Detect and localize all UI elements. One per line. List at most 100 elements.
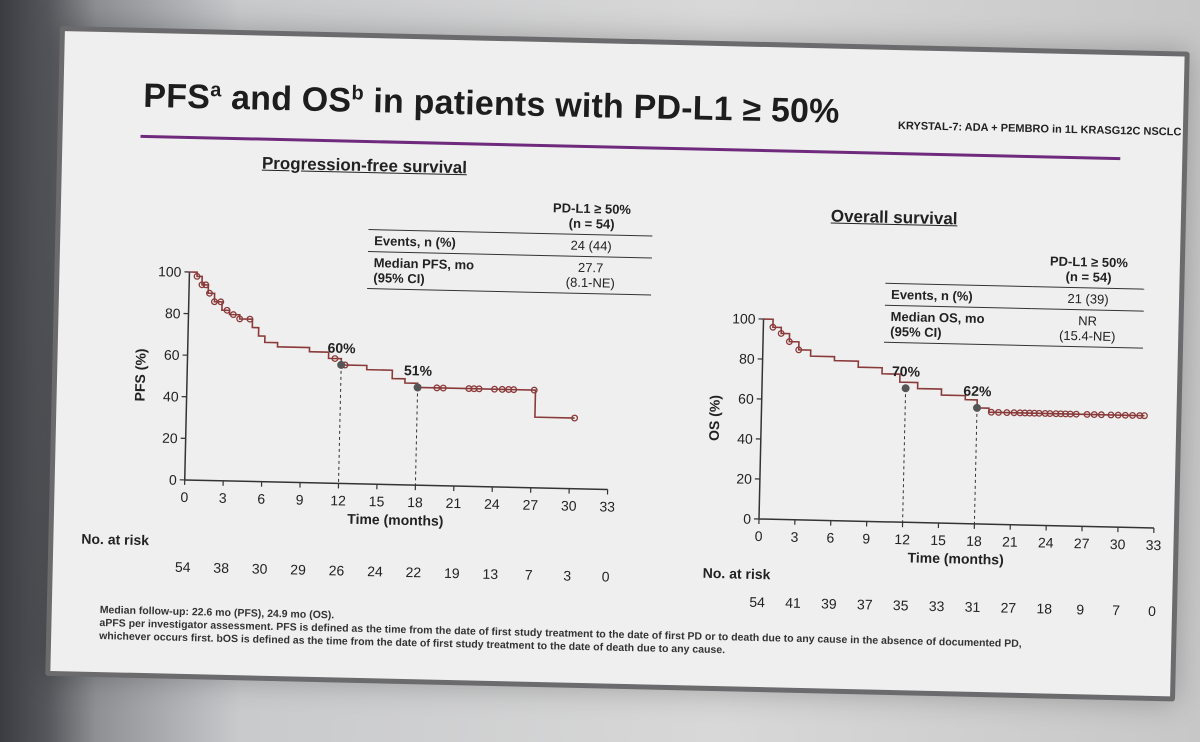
os-stats-header: PD-L1 ≥ 50% (n = 54) (1032, 253, 1145, 289)
os-censor-mark (1041, 410, 1049, 417)
os-censor-mark (1003, 409, 1011, 417)
os-censor-mark (777, 329, 785, 337)
os-censor-mark (1057, 410, 1065, 418)
os-censor-mark (1026, 409, 1034, 417)
os-x-tick-label: 9 (862, 530, 870, 546)
os-x-tick-label: 18 (966, 533, 982, 549)
pfs-header-n: (n = 54) (568, 215, 615, 232)
pfs-censor-mark (246, 315, 254, 323)
pfs-censor-mark (530, 386, 538, 394)
pfs-censor-mark (475, 385, 483, 393)
pfs-at-risk-value: 3 (563, 568, 571, 584)
pfs-censor-mark (236, 315, 244, 323)
os-landmark-line (973, 407, 978, 524)
title-pfs: PFS (143, 76, 211, 117)
os-y-axis-label: OS (%) (706, 395, 723, 441)
os-y-tick-label: 40 (737, 430, 753, 446)
pfs-y-tick-label: 60 (164, 347, 180, 363)
pfs-x-tick-label: 15 (369, 493, 385, 509)
pfs-x-tick-label: 18 (407, 494, 423, 510)
pfs-censor-mark (571, 414, 579, 422)
os-km-chart: 0 20 40 60 80 100 0 3 6 9 12 15 18 21 24 27 30 33 Time (mo… (703, 310, 1162, 619)
title-sup-b: b (351, 82, 365, 105)
os-x-tick-label: 21 (1002, 534, 1018, 550)
os-y-tick-label: 20 (736, 470, 752, 486)
pfs-stats-header: PD-L1 ≥ 50% (n = 54) (530, 200, 653, 236)
pfs-censor-mark (202, 281, 210, 289)
pfs-x-tick-label: 30 (561, 497, 577, 513)
pfs-censor-mark (229, 311, 237, 319)
os-landmark-point (901, 384, 910, 393)
os-censor-mark (987, 408, 995, 416)
pfs-x-axis-label: Time (months) (347, 511, 444, 529)
pfs-at-risk-value: 13 (482, 566, 498, 582)
os-x-tick-label: 30 (1110, 536, 1126, 552)
title-and-os: and OS (221, 78, 352, 120)
os-y-axis (758, 319, 765, 520)
pfs-at-risk-value: 24 (367, 563, 383, 579)
pfs-censor-mark (206, 289, 213, 297)
os-survival-curve (763, 318, 1145, 417)
presentation-slide: PFSa and OSb in patients with PD-L1 ≥ 50… (45, 26, 1190, 702)
pfs-y-axis (183, 271, 191, 480)
os-at-risk-value: 35 (893, 597, 909, 613)
pfs-x-tick-label: 12 (330, 492, 346, 508)
pfs-at-risk-value: 29 (290, 561, 306, 577)
pfs-landmark-line (338, 364, 342, 484)
os-at-risk-value: 27 (1000, 599, 1016, 615)
pfs-censor-mark (433, 384, 441, 392)
os-x-tick-label: 12 (894, 531, 910, 547)
pfs-y-tick-label: 80 (165, 305, 181, 321)
os-at-risk-value: 9 (1076, 601, 1084, 617)
pfs-header-label: PD-L1 ≥ 50% (552, 200, 632, 217)
pfs-at-risk-value: 30 (252, 560, 268, 576)
pfs-events-value: 24 (44) (529, 233, 653, 258)
pfs-at-risk-value: 0 (602, 568, 610, 584)
pfs-y-tick-label: 40 (163, 388, 179, 404)
os-censor-mark (1141, 412, 1148, 420)
pfs-x-tick-label: 6 (257, 491, 265, 507)
os-y-tick-label: 0 (743, 511, 751, 527)
pfs-panel-title: Progression-free survival (261, 153, 468, 178)
pfs-at-risk-value: 7 (525, 567, 533, 583)
pfs-censor-mark (217, 298, 225, 306)
pfs-censor-mark (491, 385, 498, 393)
os-at-risk-value: 18 (1036, 600, 1052, 616)
pfs-landmark-point (413, 383, 422, 392)
pfs-at-risk-value: 38 (213, 560, 229, 576)
pfs-landmark-label: 60% (327, 340, 356, 357)
os-y-tick-label: 60 (738, 390, 754, 406)
os-x-tick-label: 0 (755, 528, 763, 544)
os-panel-title: Overall survival (830, 206, 958, 229)
pfs-y-tick-label: 20 (162, 430, 178, 446)
pfs-y-tick-label: 0 (169, 472, 177, 488)
os-at-risk-value: 54 (749, 594, 765, 610)
os-censor-mark (1114, 411, 1122, 419)
os-x-tick-label: 3 (790, 529, 798, 545)
os-censor-mark (1030, 409, 1038, 417)
os-x-tick-label: 24 (1038, 534, 1054, 550)
pfs-censor-mark (439, 384, 447, 392)
os-censor-mark (1016, 409, 1024, 417)
pfs-censor-mark (198, 281, 206, 289)
pfs-landmark-line (414, 387, 419, 486)
os-x-tick-label: 15 (930, 532, 946, 548)
pfs-censor-mark (210, 298, 218, 306)
pfs-at-risk-value: 22 (405, 564, 421, 580)
os-censor-mark (1090, 411, 1098, 419)
pfs-survival-curve (189, 271, 575, 419)
os-censor-mark (995, 408, 1002, 416)
pfs-at-risk-value: 54 (175, 559, 191, 575)
pfs-x-tick-label: 21 (445, 495, 461, 511)
os-at-risk-value: 41 (785, 595, 801, 611)
pfs-x-tick-label: 3 (219, 490, 227, 506)
os-y-tick-label: 80 (739, 350, 755, 366)
os-censor-mark (1083, 410, 1091, 418)
os-x-tick-label: 27 (1074, 535, 1090, 551)
pfs-x-tick-label: 33 (599, 498, 615, 514)
os-landmark-label: 70% (892, 363, 921, 380)
os-censor-mark (1136, 412, 1144, 420)
os-censor-mark (1072, 410, 1080, 418)
os-censor-mark (795, 346, 803, 354)
